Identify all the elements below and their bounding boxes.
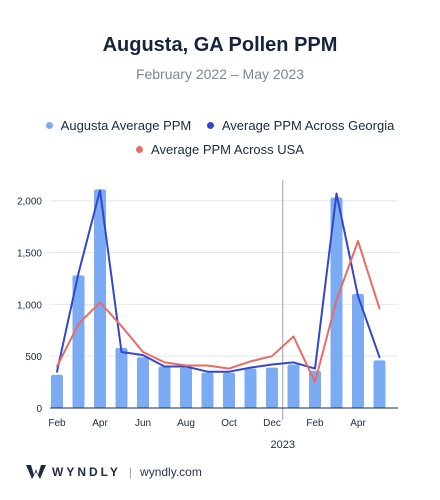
- bar: [373, 360, 386, 408]
- x-tick-label: Oct: [221, 418, 237, 429]
- legend-item-augusta: Augusta Average PPM: [45, 118, 192, 133]
- legend-item-usa: Average PPM Across USA: [136, 142, 304, 157]
- x-tick-label: Jun: [135, 418, 151, 429]
- legend-label-georgia: Average PPM Across Georgia: [221, 118, 395, 133]
- chart-subtitle: February 2022 – May 2023: [135, 66, 305, 82]
- footer-separator: |: [128, 465, 133, 479]
- x-tick-label: Feb: [48, 418, 66, 429]
- legend-swatch-georgia: [206, 122, 214, 129]
- legend-swatch-augusta: [45, 122, 53, 129]
- bar: [309, 370, 321, 408]
- bar: [180, 367, 192, 408]
- bar: [266, 367, 278, 408]
- bar: [51, 374, 63, 408]
- bar: [201, 372, 214, 408]
- y-tick-label: 2,000: [17, 197, 42, 208]
- bar: [223, 372, 235, 408]
- bar: [115, 347, 128, 408]
- year-label: 2023: [271, 439, 295, 451]
- bar: [72, 275, 85, 408]
- legend-item-georgia: Average PPM Across Georgia: [206, 118, 395, 133]
- brand-name: WYNDLY: [52, 465, 121, 479]
- bar: [94, 189, 106, 408]
- chart-title: Augusta, GA Pollen PPM: [102, 34, 338, 56]
- y-tick-label: 500: [25, 352, 42, 363]
- legend-label-usa: Average PPM Across USA: [151, 142, 304, 157]
- x-tick-label: Aug: [177, 418, 195, 429]
- legend-label-augusta: Augusta Average PPM: [60, 118, 192, 133]
- x-tick-label: Apr: [92, 418, 108, 429]
- bar: [287, 364, 300, 408]
- wyndly-logo-icon: [26, 465, 46, 479]
- legend-row-2: Average PPM Across USA: [0, 141, 440, 157]
- series-line: [56, 240, 381, 384]
- bar: [137, 357, 149, 408]
- bar: [158, 366, 171, 408]
- y-tick-label: 1,000: [17, 300, 42, 311]
- site-link[interactable]: wyndly.com: [140, 465, 202, 479]
- bar: [352, 294, 364, 408]
- y-tick-label: 0: [36, 404, 42, 415]
- x-tick-label: Dec: [263, 418, 281, 429]
- x-tick-label: Feb: [306, 418, 324, 429]
- legend-row-1: Augusta Average PPM Average PPM Across G…: [0, 117, 440, 133]
- bar: [244, 368, 257, 408]
- y-tick-label: 1,500: [17, 249, 42, 260]
- legend-swatch-usa: [136, 146, 144, 153]
- x-tick-label: Apr: [350, 418, 366, 429]
- footer: WYNDLY | wyndly.com: [26, 462, 202, 482]
- series-line: [56, 189, 381, 373]
